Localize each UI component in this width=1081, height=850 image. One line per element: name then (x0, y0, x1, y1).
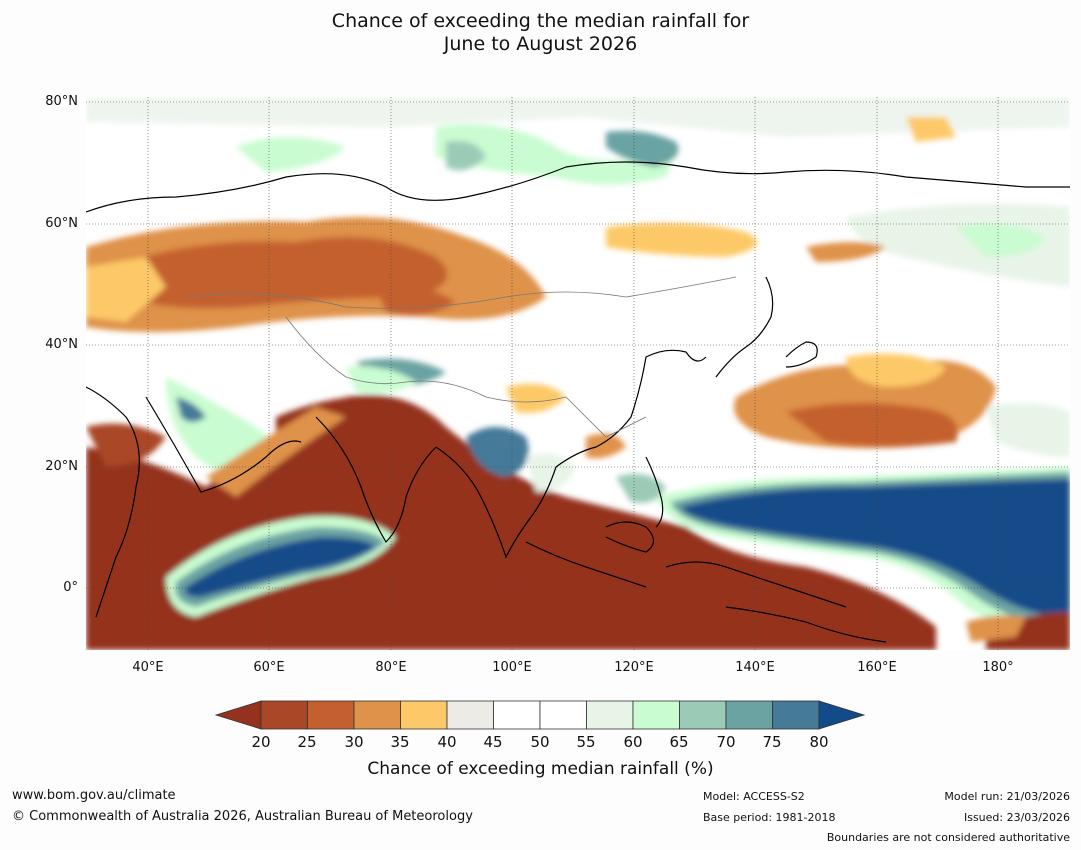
lon-label-140e: 140°E (735, 660, 775, 675)
lon-label-40e: 40°E (132, 660, 164, 675)
lon-label-80e: 80°E (375, 660, 407, 675)
copyright-notice: © Commonwealth of Australia 2026, Austra… (12, 809, 473, 824)
colorbar-segment (307, 700, 355, 730)
lat-label-40n: 40°N (45, 337, 78, 352)
base-period: Base period: 1981-2018 (703, 811, 836, 824)
colorbar-tick: 20 (251, 733, 271, 751)
colorbar-tick: 25 (297, 733, 317, 751)
lat-label-60n: 60°N (45, 216, 78, 231)
map-canvas (86, 97, 1070, 650)
colorbar-tick: 60 (623, 733, 643, 751)
graticule (86, 97, 1070, 650)
colorbar-tick: 75 (762, 733, 782, 751)
colorbar-segment (679, 700, 727, 730)
lon-label-100e: 100°E (492, 660, 532, 675)
rainfall-outlook-map (86, 97, 1070, 650)
lat-label-80n: 80°N (45, 94, 78, 109)
colorbar-segment (725, 700, 773, 730)
rainfall-fields (86, 97, 1070, 650)
lon-label-160e: 160°E (857, 660, 897, 675)
colorbar-low-arrow (214, 700, 262, 730)
issued-date: Issued: 23/03/2026 (963, 811, 1070, 824)
colorbar-segment (353, 700, 401, 730)
colorbar-label: Chance of exceeding median rainfall (%) (367, 759, 714, 779)
model-run-date: Model run: 21/03/2026 (944, 790, 1070, 803)
lat-label-20n: 20°N (45, 459, 78, 474)
boundaries-disclaimer: Boundaries are not considered authoritat… (826, 831, 1070, 844)
chart-title-line-2: June to August 2026 (443, 33, 638, 55)
colorbar-tick: 65 (669, 733, 689, 751)
lon-label-180: 180° (982, 660, 1014, 675)
colorbar-tick: 80 (809, 733, 829, 751)
chart-title-line-1: Chance of exceeding the median rainfall … (331, 10, 750, 32)
colorbar-high-arrow (818, 700, 866, 730)
colorbar-tick: 50 (530, 733, 550, 751)
colorbar-tick: 35 (390, 733, 410, 751)
colorbar (214, 700, 866, 730)
colorbar-tick: 45 (483, 733, 503, 751)
colorbar-segment (446, 700, 494, 730)
colorbar-tick: 70 (716, 733, 736, 751)
colorbar-segment (772, 700, 820, 730)
website-link[interactable]: www.bom.gov.au/climate (12, 788, 176, 803)
model-name: Model: ACCESS-S2 (703, 790, 805, 803)
colorbar-segment (539, 700, 587, 730)
lat-label-0: 0° (63, 580, 78, 595)
colorbar-segment (400, 700, 448, 730)
colorbar-tick: 30 (344, 733, 364, 751)
colorbar-segment (493, 700, 541, 730)
lon-label-60e: 60°E (253, 660, 285, 675)
lon-label-120e: 120°E (614, 660, 654, 675)
colorbar-tick: 40 (437, 733, 457, 751)
colorbar-segment (586, 700, 634, 730)
colorbar-segment (260, 700, 308, 730)
colorbar-tick: 55 (576, 733, 596, 751)
colorbar-segment (632, 700, 680, 730)
coastlines (86, 161, 1070, 643)
country-boundaries (185, 276, 737, 438)
